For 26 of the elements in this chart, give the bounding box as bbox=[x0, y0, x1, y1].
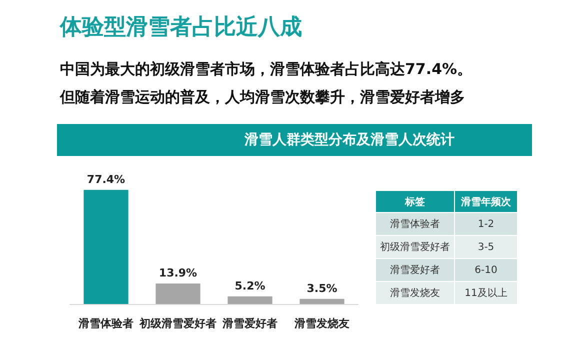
data-label: 13.9% bbox=[158, 266, 198, 280]
bar bbox=[156, 284, 200, 304]
text: 初级滑雪爱好者 bbox=[376, 236, 454, 258]
text: 滑雪体验者 bbox=[376, 213, 454, 235]
data-label: 3.5% bbox=[306, 282, 338, 295]
bar bbox=[84, 190, 128, 304]
text: 滑雪发烧友 bbox=[376, 282, 454, 304]
text: 6-10 bbox=[455, 259, 517, 281]
bar bbox=[300, 298, 344, 304]
chart-title: 体验型滑雪者占比近八成 bbox=[60, 14, 302, 42]
text: 滑雪年频次 bbox=[455, 191, 517, 212]
x-tick-label: 滑雪爱好者 bbox=[222, 317, 278, 330]
chart-subtitle: 滑雪人群类型分布及滑雪人次统计 bbox=[57, 124, 532, 156]
text: 中国为最大的初级滑雪者市场，滑雪体验者占比高达77.4%。 bbox=[60, 60, 472, 79]
data-label: 5.2% bbox=[234, 279, 266, 292]
text: 滑雪爱好者 bbox=[376, 259, 454, 281]
bar bbox=[228, 296, 272, 304]
data-label: 77.4% bbox=[86, 172, 126, 186]
x-tick-label: 滑雪体验者 bbox=[78, 317, 134, 330]
text: 标签 bbox=[376, 191, 454, 212]
x-tick-label: 初级滑雪爱好者 bbox=[138, 317, 216, 330]
text: 但随着滑雪运动的普及，人均滑雪次数攀升，滑雪爱好者增多 bbox=[60, 88, 465, 107]
x-tick-label: 滑雪发烧友 bbox=[294, 317, 350, 330]
text: 3-5 bbox=[455, 236, 517, 258]
text: 11及以上 bbox=[455, 282, 517, 304]
text: 1-2 bbox=[455, 213, 517, 235]
